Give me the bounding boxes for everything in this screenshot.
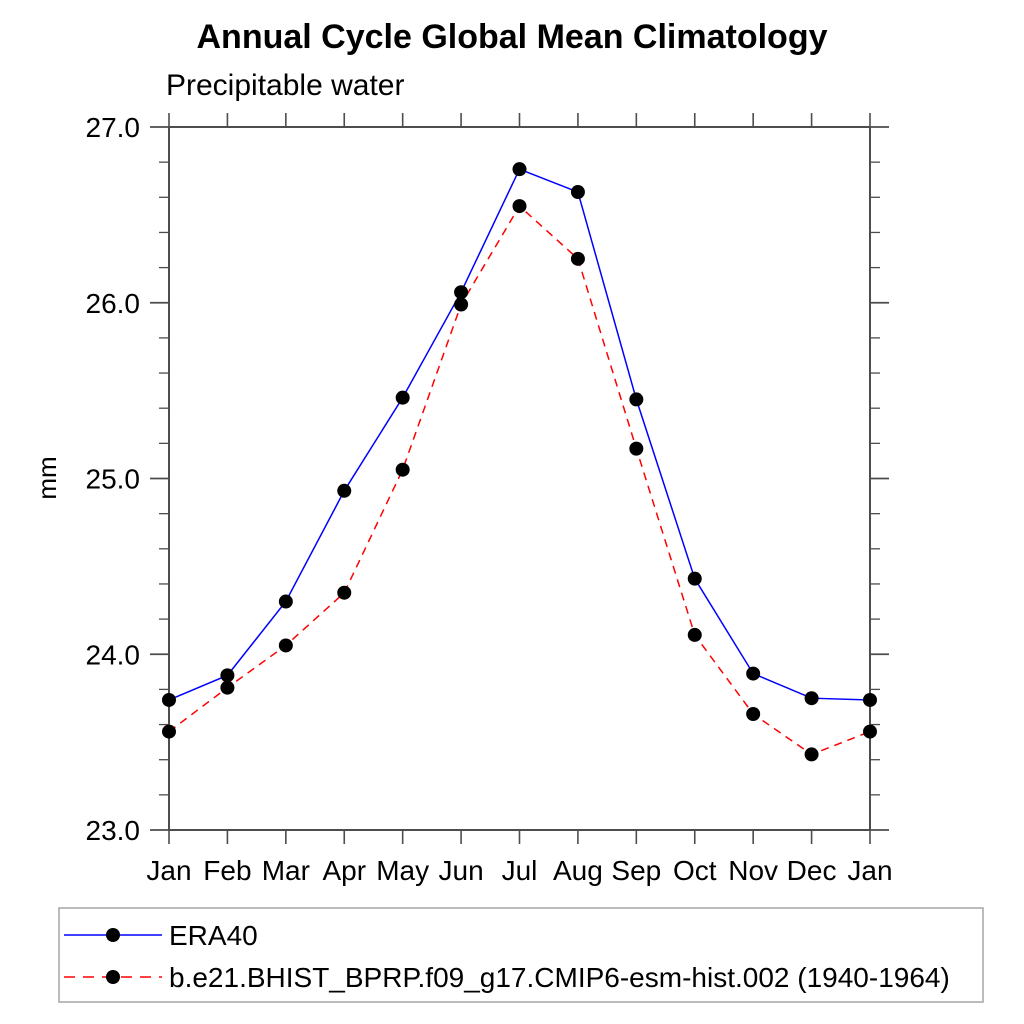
data-point-marker-1 [454,297,469,312]
data-point-marker-0 [804,691,819,706]
data-point-marker-1 [804,747,819,762]
x-tick-label: Nov [728,855,778,886]
data-point-marker-0 [863,692,877,707]
data-point-marker-1 [395,462,410,477]
data-point-marker-0 [570,185,585,200]
data-point-marker-1 [687,627,702,642]
plot-border [168,126,871,831]
data-point-marker-1 [512,199,527,214]
y-tick-label: 23.0 [86,815,141,846]
y-tick-label: 24.0 [86,639,141,670]
series-line-0 [168,168,871,701]
x-tick-label: Feb [203,855,251,886]
data-point-marker-1 [337,585,352,600]
x-tick-label: Apr [322,855,366,886]
x-tick-label: Mar [262,855,310,886]
y-tick-label: 26.0 [86,288,141,319]
data-point-marker-0 [454,285,469,300]
data-point-marker-0 [278,594,293,609]
x-tick-label: Jul [502,855,538,886]
series [162,162,877,762]
data-point-marker-0 [687,571,702,586]
data-point-marker-0 [220,668,235,683]
data-point-marker-1 [278,638,293,653]
legend-marker-model [106,970,120,984]
data-point-marker-1 [162,724,176,739]
legend-entry-era40: ERA40 [64,920,258,951]
chart-title: Annual Cycle Global Mean Climatology [197,18,828,56]
legend-label-era40: ERA40 [169,920,258,951]
y-axis-label: mm [32,456,62,499]
axes: Jan Feb Mar Apr May Jun Jul Aug Sep Oct Nov Dec Jan2… [86,112,893,886]
data-point-marker-0 [512,162,527,177]
data-point-marker-1 [746,707,761,722]
chart-subtitle: Precipitable water [166,69,404,102]
x-tick-label: Aug [553,855,603,886]
data-point-marker-0 [395,390,410,405]
series-line-1 [168,204,871,756]
x-tick-label: Jun [439,855,484,886]
data-point-marker-1 [570,251,585,266]
x-tick-label: Jan [146,855,191,886]
data-point-marker-1 [220,680,235,695]
x-tick-label: Oct [673,855,717,886]
x-tick-label: Sep [611,855,661,886]
data-point-marker-1 [863,724,877,739]
data-point-marker-0 [629,392,644,407]
data-point-marker-1 [629,441,644,456]
y-tick-label: 25.0 [86,464,141,495]
data-point-marker-0 [746,666,761,681]
legend-box [58,907,984,1003]
data-point-marker-0 [337,483,352,498]
y-tick-label: 27.0 [86,112,141,143]
data-point-marker-0 [162,692,176,707]
legend-marker-era40 [106,928,120,942]
legend-label-model: b.e21.BHIST_BPRP.f09_g17.CMIP6-esm-hist.… [169,962,950,993]
x-tick-label: May [376,855,429,886]
legend-entry-model: b.e21.BHIST_BPRP.f09_g17.CMIP6-esm-hist.… [64,962,950,993]
legend: ERA40 b.e21.BHIST_BPRP.f09_g17.CMIP6-esm… [58,907,984,1003]
x-tick-label: Dec [787,855,837,886]
x-tick-label: Jan [847,855,892,886]
